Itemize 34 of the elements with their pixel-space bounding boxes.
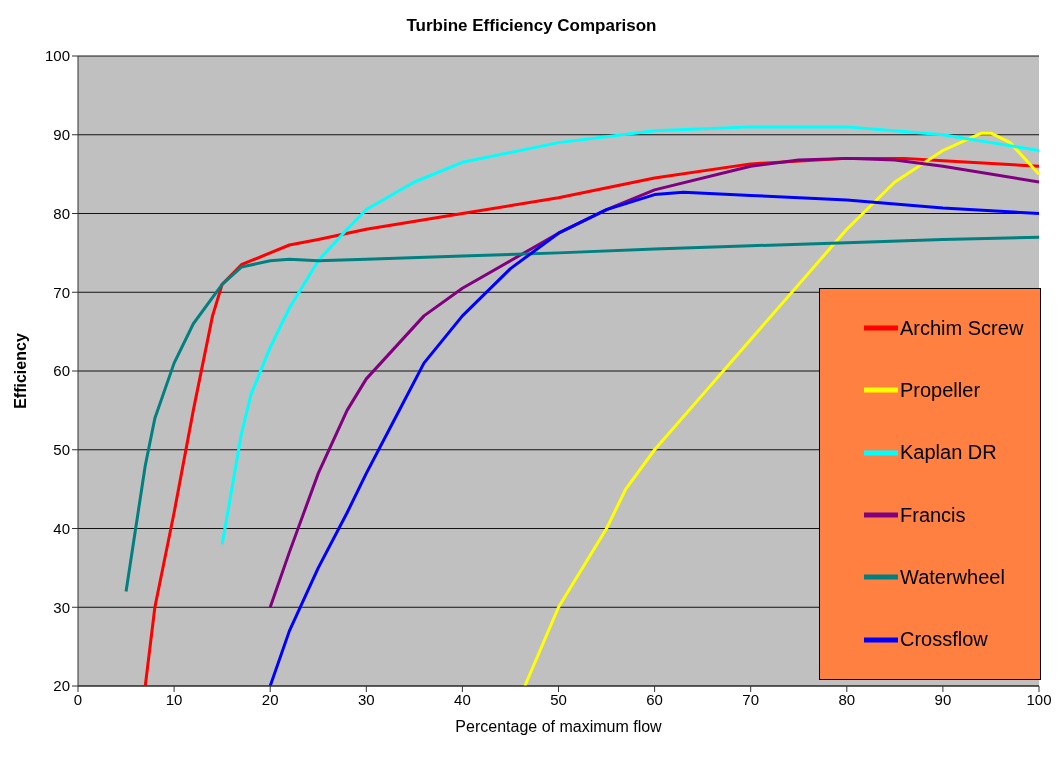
x-tick-label: 20 bbox=[261, 690, 279, 708]
line-series bbox=[220, 125, 1039, 546]
legend-label: Francis bbox=[900, 503, 966, 527]
y-tick-label: 90 bbox=[53, 126, 70, 144]
y-tick-label: 20 bbox=[53, 677, 70, 695]
y-tick-label: 50 bbox=[53, 441, 70, 459]
legend-label: Waterwheel bbox=[900, 565, 1005, 589]
x-tick-label: 80 bbox=[838, 690, 856, 708]
legend-label: Kaplan DR bbox=[900, 441, 997, 465]
legend-label: Archim Screw bbox=[900, 316, 1024, 340]
y-tick-label: 40 bbox=[53, 519, 70, 537]
y-tick-label: 80 bbox=[53, 204, 70, 222]
y-axis-title: Efficiency bbox=[11, 333, 29, 409]
y-tick-label: 100 bbox=[44, 47, 70, 65]
legend-label: Propeller bbox=[900, 378, 981, 402]
line-series bbox=[268, 156, 1039, 609]
y-tick-label: 60 bbox=[53, 362, 70, 380]
x-tick-label: 40 bbox=[454, 690, 471, 708]
x-axis-title: Percentage of maximum flow bbox=[455, 718, 663, 735]
chart-title: Turbine Efficiency Comparison bbox=[405, 16, 658, 36]
x-tick-label: 70 bbox=[742, 690, 760, 708]
line-series bbox=[523, 131, 1039, 686]
y-tick-label: 70 bbox=[53, 283, 70, 301]
y-tick-label: 30 bbox=[53, 598, 70, 616]
x-tick-label: 100 bbox=[1026, 690, 1052, 708]
x-tick-label: 60 bbox=[646, 690, 663, 708]
x-tick-label: 50 bbox=[550, 690, 567, 708]
line-series bbox=[124, 235, 1039, 593]
x-tick-label: 30 bbox=[357, 690, 375, 708]
line-series bbox=[268, 190, 1039, 686]
x-tick-label: 0 bbox=[73, 690, 83, 708]
x-tick-label: 90 bbox=[934, 690, 952, 708]
legend-label: Crossflow bbox=[900, 628, 988, 652]
x-tick-label: 10 bbox=[165, 690, 183, 708]
